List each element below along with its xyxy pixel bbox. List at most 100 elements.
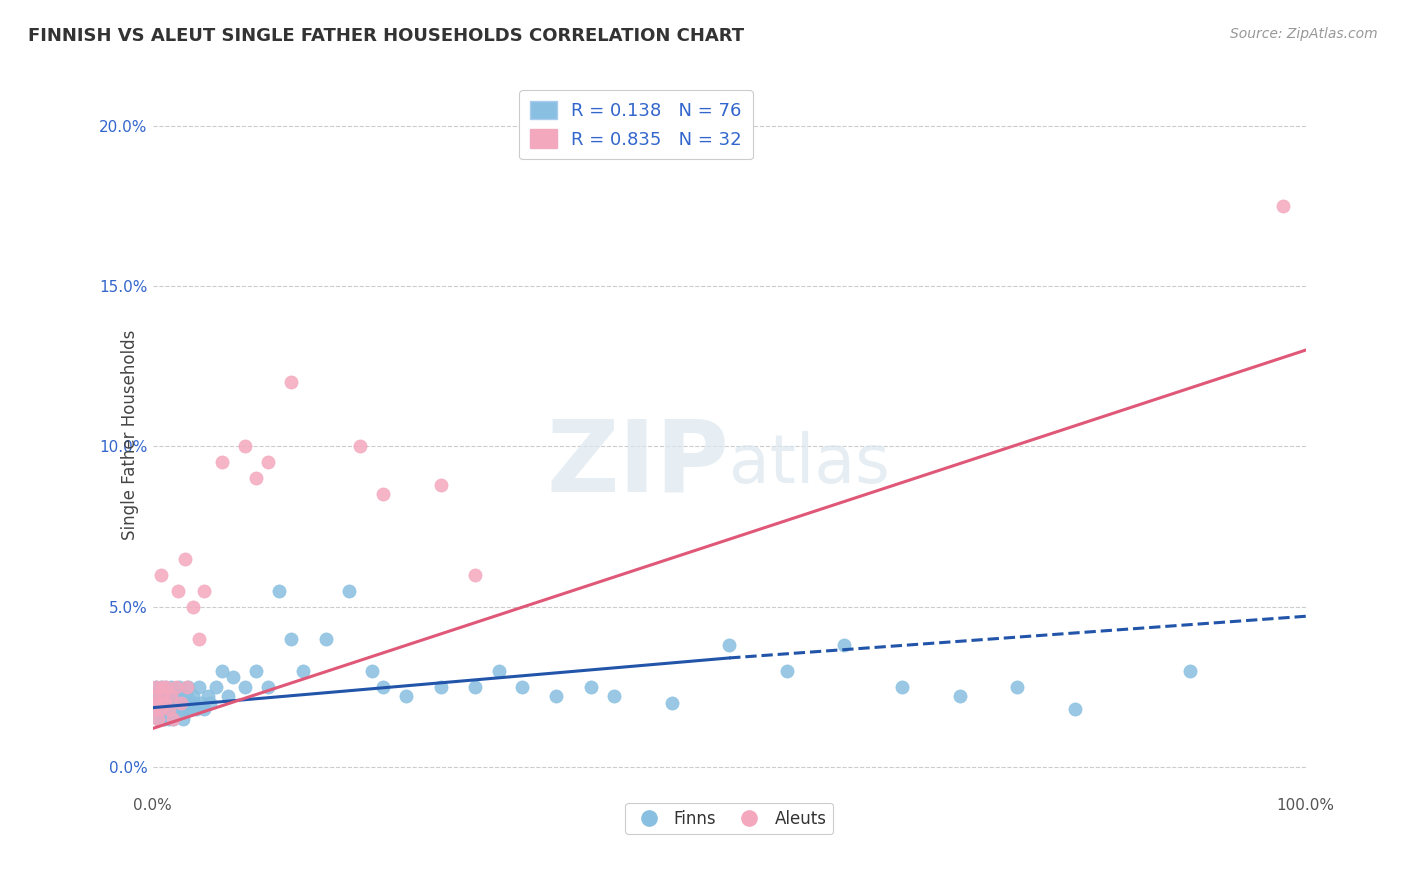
Point (177, 680, 200, 694)
Point (150, 680, 173, 694)
Point (257, 680, 280, 694)
Point (176, 680, 198, 694)
Point (245, 664, 267, 678)
Y-axis label: Single Father Households: Single Father Households (121, 330, 139, 541)
Point (245, 471, 267, 485)
Point (315, 632, 337, 646)
Point (160, 690, 183, 704)
Text: atlas: atlas (730, 431, 890, 497)
Point (222, 670, 245, 684)
Point (142, 696, 165, 710)
Point (430, 680, 453, 694)
Point (172, 712, 194, 726)
Point (155, 696, 177, 710)
Point (145, 680, 167, 694)
Point (179, 696, 201, 710)
Point (153, 690, 176, 704)
Point (160, 680, 183, 694)
Point (156, 702, 179, 716)
Point (891, 680, 914, 694)
Point (163, 690, 186, 704)
Point (180, 702, 202, 716)
Point (280, 375, 302, 389)
Point (157, 702, 180, 716)
Point (510, 680, 533, 694)
Point (173, 696, 195, 710)
Point (148, 696, 170, 710)
Point (197, 690, 219, 704)
Point (152, 690, 174, 704)
Point (834, 638, 856, 652)
Point (233, 439, 256, 453)
Point (155, 680, 177, 694)
Point (373, 487, 395, 501)
Point (211, 455, 233, 469)
Point (181, 599, 204, 614)
Point (395, 690, 418, 704)
Point (148, 690, 170, 704)
Point (1007, 680, 1029, 694)
Point (146, 696, 169, 710)
Point (173, 690, 195, 704)
Point (174, 702, 197, 716)
Point (190, 696, 212, 710)
Point (148, 712, 170, 726)
Point (160, 702, 183, 716)
Point (159, 696, 181, 710)
Text: ZIP: ZIP (547, 415, 730, 512)
Point (176, 690, 198, 704)
Point (150, 702, 173, 716)
Point (181, 690, 204, 704)
Point (143, 690, 166, 704)
Point (156, 690, 179, 704)
Point (183, 696, 205, 710)
Text: Source: ZipAtlas.com: Source: ZipAtlas.com (1230, 27, 1378, 41)
Point (1064, 702, 1087, 716)
Point (349, 439, 371, 453)
Point (269, 583, 291, 598)
Point (464, 680, 486, 694)
Point (579, 680, 602, 694)
Point (173, 551, 195, 566)
Point (776, 664, 799, 678)
Point (193, 702, 215, 716)
Point (149, 567, 172, 582)
Point (167, 583, 190, 598)
Point (661, 696, 683, 710)
Point (337, 583, 360, 598)
Point (603, 690, 626, 704)
Point (186, 702, 208, 716)
Point (488, 664, 510, 678)
Point (187, 680, 209, 694)
Point (280, 632, 302, 646)
Point (546, 690, 568, 704)
Point (1180, 664, 1202, 678)
Point (148, 702, 170, 716)
Point (211, 664, 233, 678)
Point (153, 696, 176, 710)
Point (165, 680, 187, 694)
Point (157, 712, 180, 726)
Point (1271, 199, 1294, 213)
Point (257, 455, 280, 469)
Point (167, 690, 190, 704)
Point (233, 680, 256, 694)
Point (167, 680, 190, 694)
Point (430, 477, 453, 491)
Point (291, 664, 314, 678)
Point (148, 712, 170, 726)
Point (152, 696, 174, 710)
Point (187, 632, 209, 646)
Point (146, 702, 169, 716)
Point (360, 664, 382, 678)
Point (170, 696, 193, 710)
Point (193, 583, 215, 598)
Point (162, 696, 184, 710)
Text: FINNISH VS ALEUT SINGLE FATHER HOUSEHOLDS CORRELATION CHART: FINNISH VS ALEUT SINGLE FATHER HOUSEHOLD… (28, 27, 744, 45)
Point (200, 696, 222, 710)
Point (169, 702, 191, 716)
Point (718, 638, 741, 652)
Legend: Finns, Aleuts: Finns, Aleuts (626, 803, 834, 834)
Point (142, 702, 165, 716)
Point (155, 680, 177, 694)
